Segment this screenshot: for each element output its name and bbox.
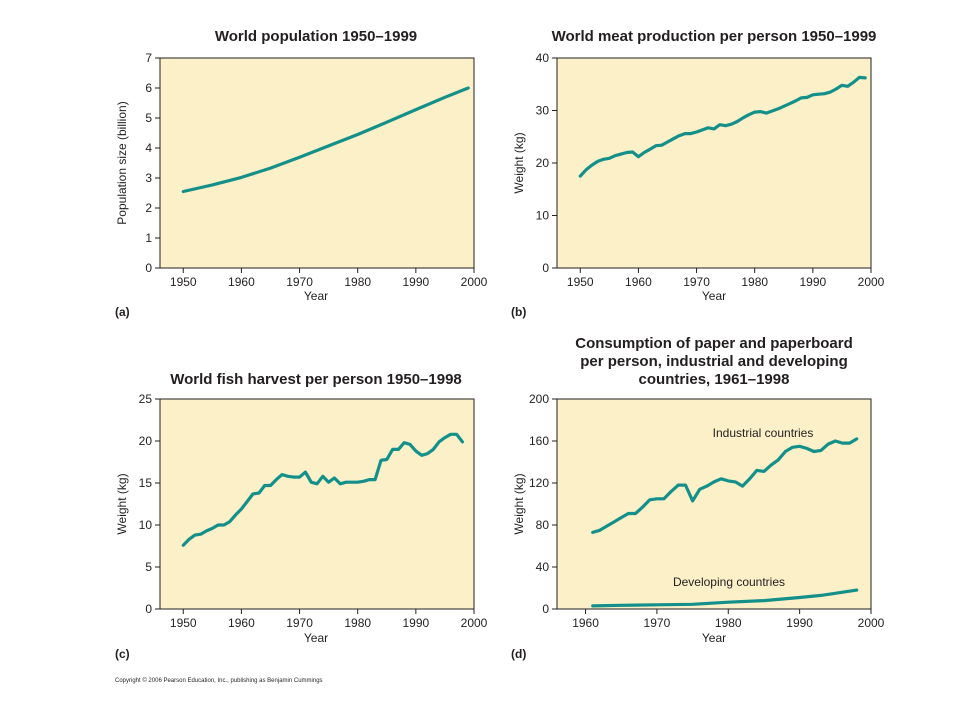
series-line-b-0 <box>578 75 867 178</box>
series-group-a <box>181 86 470 194</box>
x-tick-label-b-3: 1980 <box>741 275 768 289</box>
x-tick-label-c-2: 1970 <box>286 616 313 630</box>
x-tick-label-b-0: 1950 <box>567 275 594 289</box>
y-tick-label-b-4: 40 <box>536 51 550 65</box>
x-tick-label-a-1: 1960 <box>228 275 255 289</box>
panel-b: World meat production per person 1950–19… <box>511 28 885 319</box>
plot-area-b <box>556 57 872 269</box>
x-tick-label-a-5: 2000 <box>461 275 488 289</box>
y-tick-label-d-1: 40 <box>536 560 550 574</box>
x-tick-label-a-2: 1970 <box>286 275 313 289</box>
x-axis-label-d: Year <box>702 631 726 645</box>
x-tick-label-d-0: 1960 <box>572 616 599 630</box>
y-axis-label-c: Weight (kg) <box>115 473 129 534</box>
panel-tag-a: (a) <box>115 305 130 319</box>
y-tick-label-c-0: 0 <box>145 602 152 616</box>
series-line-a-0 <box>181 86 470 194</box>
panel-tag-d: (d) <box>511 647 526 661</box>
x-tick-label-c-4: 1990 <box>403 616 430 630</box>
x-tick-label-b-2: 1970 <box>683 275 710 289</box>
x-tick-label-a-4: 1990 <box>403 275 430 289</box>
series-line-d-1 <box>591 588 859 608</box>
series-line-d-0 <box>591 437 859 534</box>
y-tick-label-c-1: 5 <box>145 560 152 574</box>
y-ticks-a: 0 1 2 3 4 5 6 7 <box>145 51 160 275</box>
series-group-b <box>578 75 867 178</box>
y-tick-label-c-5: 25 <box>139 392 153 406</box>
plot-area-a <box>159 57 475 269</box>
panel-d: Consumption of paper and paperboard per … <box>511 335 885 661</box>
y-tick-label-b-3: 30 <box>536 104 550 118</box>
x-axis-label-a: Year <box>304 289 328 303</box>
y-tick-label-c-3: 15 <box>139 476 153 490</box>
plot-area-d <box>556 398 872 610</box>
x-tick-label-c-5: 2000 <box>461 616 488 630</box>
y-tick-label-b-2: 20 <box>536 156 550 170</box>
panel-a: World population 1950–1999 0 1 2 3 4 5 6 7 1950… <box>115 28 488 319</box>
panel-tag-c: (c) <box>115 647 130 661</box>
x-tick-label-a-3: 1980 <box>344 275 371 289</box>
y-tick-label-a-4: 4 <box>145 141 152 155</box>
series-line-c-0 <box>181 432 464 547</box>
x-tick-label-b-4: 1990 <box>800 275 827 289</box>
x-tick-label-d-4: 2000 <box>858 616 885 630</box>
y-axis-label-a: Population size (billion) <box>115 101 129 224</box>
y-tick-label-d-5: 200 <box>529 392 549 406</box>
y-tick-label-d-2: 80 <box>536 518 550 532</box>
y-ticks-c: 0 5 10 15 20 25 <box>139 392 160 616</box>
series-label-industrial: Industrial countries <box>713 426 814 440</box>
y-axis-label-b: Weight (kg) <box>512 132 526 193</box>
title-c-line-1: World fish harvest per person 1950–1998 <box>170 371 462 388</box>
x-tick-label-c-1: 1960 <box>228 616 255 630</box>
x-ticks-d: 1960 1970 1980 1990 2000 <box>572 609 885 630</box>
x-tick-label-c-0: 1950 <box>170 616 197 630</box>
title-d-line-3: countries, 1961–1998 <box>639 371 790 388</box>
panel-tag-b: (b) <box>511 305 526 319</box>
series-group-d <box>591 437 859 608</box>
panel-c: World fish harvest per person 1950–1998 … <box>115 371 488 661</box>
y-tick-label-a-5: 5 <box>145 111 152 125</box>
x-ticks-b: 1950 1960 1970 1980 1990 2000 <box>567 268 885 289</box>
x-tick-label-d-1: 1970 <box>644 616 671 630</box>
y-tick-label-a-0: 0 <box>145 261 152 275</box>
series-label-developing: Developing countries <box>673 575 785 589</box>
x-tick-label-b-5: 2000 <box>858 275 885 289</box>
title-d-line-1: Consumption of paper and paperboard <box>575 335 853 352</box>
x-tick-label-b-1: 1960 <box>625 275 652 289</box>
y-tick-label-a-7: 7 <box>145 51 152 65</box>
x-ticks-a: 1950 1960 1970 1980 1990 2000 <box>170 268 488 289</box>
x-tick-label-d-3: 1990 <box>786 616 813 630</box>
x-tick-label-d-2: 1980 <box>715 616 742 630</box>
y-tick-label-b-0: 0 <box>542 261 549 275</box>
y-tick-label-d-3: 120 <box>529 476 549 490</box>
x-ticks-c: 1950 1960 1970 1980 1990 2000 <box>170 609 488 630</box>
plot-area-c <box>159 398 475 610</box>
y-tick-label-a-1: 1 <box>145 231 152 245</box>
y-tick-label-a-3: 3 <box>145 171 152 185</box>
y-tick-label-c-4: 20 <box>139 434 153 448</box>
series-group-c <box>181 432 464 547</box>
y-tick-label-a-6: 6 <box>145 81 152 95</box>
y-tick-label-d-4: 160 <box>529 434 549 448</box>
title-d-line-2: per person, industrial and developing <box>580 353 848 370</box>
y-ticks-d: 0 40 80 120 160 200 <box>529 392 557 616</box>
x-axis-label-b: Year <box>702 289 726 303</box>
copyright-notice: Copyright © 2006 Pearson Education, Inc.… <box>115 677 323 684</box>
y-axis-label-d: Weight (kg) <box>512 473 526 534</box>
x-axis-label-c: Year <box>304 631 328 645</box>
title-b-line-1: World meat production per person 1950–19… <box>552 28 877 45</box>
y-tick-label-a-2: 2 <box>145 201 152 215</box>
title-a-line-1: World population 1950–1999 <box>215 28 417 45</box>
y-tick-label-d-0: 0 <box>542 602 549 616</box>
y-tick-label-c-2: 10 <box>139 518 153 532</box>
x-tick-label-c-3: 1980 <box>344 616 371 630</box>
x-tick-label-a-0: 1950 <box>170 275 197 289</box>
y-tick-label-b-1: 10 <box>536 209 550 223</box>
y-ticks-b: 0 10 20 30 40 <box>536 51 557 275</box>
